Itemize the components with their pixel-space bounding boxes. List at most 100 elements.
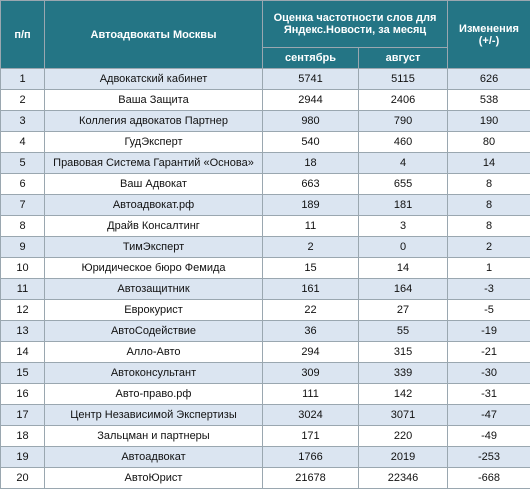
table-cell: Юридическое бюро Фемида [44, 257, 263, 279]
table-cell: 111 [262, 383, 359, 405]
table-row: 17 Центр Независимой Экспертизы 3024 3071 -4… [0, 404, 530, 426]
table-cell: 11 [0, 278, 45, 300]
table-cell: 460 [357, 131, 449, 153]
table-cell: 55 [357, 320, 449, 342]
header-cell: сентябрь [262, 47, 359, 69]
table-cell: -668 [447, 467, 530, 489]
table-row: 8 Драйв Консалтинг 11 3 8 [0, 215, 530, 237]
table-cell: 14 [357, 257, 449, 279]
header-cell: Изменения (+/-) [447, 0, 530, 69]
table-cell: 21678 [262, 467, 359, 489]
table-cell: 3071 [357, 404, 449, 426]
table-cell: Адвокатский кабинет [44, 68, 263, 90]
table-body: 1 Адвокатский кабинет 5741 5115 626 2 Ваша Защ… [0, 68, 530, 489]
table-cell: -5 [447, 299, 530, 321]
table-cell: Правовая Система Гарантий «Основа» [44, 152, 263, 174]
table-cell: 2 [0, 89, 45, 111]
table-cell: 161 [262, 278, 359, 300]
table-cell: 181 [357, 194, 449, 216]
header-cell: август [357, 47, 449, 69]
table-cell: Зальцман и партнеры [44, 425, 263, 447]
header-row: п/п Автоадвокаты Москвы Оценка частотнос… [0, 0, 530, 69]
table-cell: 19 [0, 446, 45, 468]
table-cell: 4 [0, 131, 45, 153]
table-cell: Коллегия адвокатов Партнер [44, 110, 263, 132]
table-cell: Авто-право.рф [44, 383, 263, 405]
table-cell: Автоконсультант [44, 362, 263, 384]
table-cell: 8 [447, 215, 530, 237]
table-cell: -47 [447, 404, 530, 426]
table-cell: АвтоСодействие [44, 320, 263, 342]
table-cell: 4 [357, 152, 449, 174]
table-cell: 20 [0, 467, 45, 489]
table-cell: 15 [0, 362, 45, 384]
table-row: 13 АвтоСодействие 36 55 -19 [0, 320, 530, 342]
table-cell: 14 [447, 152, 530, 174]
table-row: 6 Ваш Адвокат 663 655 8 [0, 173, 530, 195]
table-cell: 16 [0, 383, 45, 405]
table-cell: 12 [0, 299, 45, 321]
table-cell: 626 [447, 68, 530, 90]
table-header: п/п Автоадвокаты Москвы Оценка частотнос… [0, 0, 530, 69]
header-cell: Оценка частотности слов для Яндекс.Новос… [261, 0, 449, 48]
table-cell: Автозащитник [44, 278, 263, 300]
table-row: 11 Автозащитник 161 164 -3 [0, 278, 530, 300]
table-cell: -31 [447, 383, 530, 405]
table-cell: Автоадвокат.рф [44, 194, 263, 216]
table-row: 15 Автоконсультант 309 339 -30 [0, 362, 530, 384]
table-row: 16 Авто-право.рф 111 142 -31 [0, 383, 530, 405]
table-cell: ТимЭксперт [44, 236, 263, 258]
table-cell: -21 [447, 341, 530, 363]
table-cell: 1 [0, 68, 45, 90]
table-cell: 5 [0, 152, 45, 174]
table-cell: 142 [357, 383, 449, 405]
table-cell: 5741 [262, 68, 359, 90]
table-cell: 7 [0, 194, 45, 216]
table-row: 1 Адвокатский кабинет 5741 5115 626 [0, 68, 530, 90]
table-cell: 2944 [262, 89, 359, 111]
table-cell: 22 [262, 299, 359, 321]
table-cell: 9 [0, 236, 45, 258]
table-cell: Центр Независимой Экспертизы [44, 404, 263, 426]
table-cell: 2 [447, 236, 530, 258]
table-cell: 2406 [357, 89, 449, 111]
table-cell: 18 [0, 425, 45, 447]
table-cell: 339 [357, 362, 449, 384]
table-row: 4 ГудЭксперт 540 460 80 [0, 131, 530, 153]
table-row: 2 Ваша Защита 2944 2406 538 [0, 89, 530, 111]
table-row: 7 Автоадвокат.рф 189 181 8 [0, 194, 530, 216]
table-cell: Алло-Авто [44, 341, 263, 363]
table-cell: 980 [262, 110, 359, 132]
table-cell: 220 [357, 425, 449, 447]
table-cell: 27 [357, 299, 449, 321]
table-cell: 190 [447, 110, 530, 132]
table-cell: АвтоЮрист [44, 467, 263, 489]
table-cell: 540 [262, 131, 359, 153]
table-cell: Ваша Защита [44, 89, 263, 111]
table-cell: 1 [447, 257, 530, 279]
table-cell: 11 [262, 215, 359, 237]
table-cell: 538 [447, 89, 530, 111]
table-row: 5 Правовая Система Гарантий «Основа» 18 4 14 [0, 152, 530, 174]
table-cell: 189 [262, 194, 359, 216]
table-cell: 18 [262, 152, 359, 174]
table-cell: ГудЭксперт [44, 131, 263, 153]
table-cell: 14 [0, 341, 45, 363]
table-row: 14 Алло-Авто 294 315 -21 [0, 341, 530, 363]
table-cell: 15 [262, 257, 359, 279]
table-cell: 790 [357, 110, 449, 132]
table-cell: 6 [0, 173, 45, 195]
table-cell: 2 [262, 236, 359, 258]
table-row: 19 Автоадвокат 1766 2019 -253 [0, 446, 530, 468]
table-cell: 0 [357, 236, 449, 258]
table-cell: Еврокурист [44, 299, 263, 321]
table-cell: 17 [0, 404, 45, 426]
table-row: 9 ТимЭксперт 2 0 2 [0, 236, 530, 258]
table-row: 18 Зальцман и партнеры 171 220 -49 [0, 425, 530, 447]
table-cell: 2019 [357, 446, 449, 468]
table-cell: 663 [262, 173, 359, 195]
table-row: 20 АвтоЮрист 21678 22346 -668 [0, 467, 530, 489]
table-row: 10 Юридическое бюро Фемида 15 14 1 [0, 257, 530, 279]
